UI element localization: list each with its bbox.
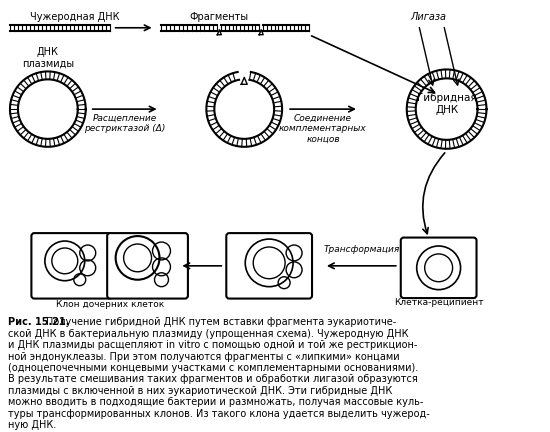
- Text: Клетка-реципиент: Клетка-реципиент: [394, 298, 483, 307]
- FancyBboxPatch shape: [107, 233, 188, 299]
- Text: плазмиды с включенной в них эукариотической ДНК. Эти гибридные ДНК: плазмиды с включенной в них эукариотичес…: [8, 386, 392, 396]
- Text: ской ДНК в бактериальную плазмиду (упрощенная схема). Чужеродную ДНК: ской ДНК в бактериальную плазмиду (упрощ…: [8, 329, 409, 339]
- Text: ной эндонуклеазы. При этом получаются фрагменты с «липкими» концами: ной эндонуклеазы. При этом получаются фр…: [8, 352, 400, 362]
- Text: Трансформация: Трансформация: [324, 245, 400, 254]
- Text: (одноцепочечными концевыми участками с комплементарными основаниями).: (одноцепочечными концевыми участками с к…: [8, 363, 418, 373]
- FancyBboxPatch shape: [31, 233, 112, 299]
- FancyBboxPatch shape: [226, 233, 312, 299]
- Text: ную ДНК.: ную ДНК.: [8, 420, 56, 430]
- Text: Гибридная
ДНК: Гибридная ДНК: [417, 93, 476, 115]
- Text: Рис. 15.21.: Рис. 15.21.: [8, 318, 69, 327]
- Text: туры трансформированных клонов. Из такого клона удается выделить чужерод-: туры трансформированных клонов. Из таког…: [8, 409, 430, 419]
- Text: Соединение
комплементарных
концов: Соединение комплементарных концов: [279, 114, 367, 144]
- Text: Фрагменты: Фрагменты: [190, 12, 249, 22]
- Text: Чужеродная ДНК: Чужеродная ДНК: [30, 12, 119, 22]
- Text: Клон дочерних клеток: Клон дочерних клеток: [56, 299, 164, 308]
- Text: можно вводить в подходящие бактерии и размножать, получая массовые куль-: можно вводить в подходящие бактерии и ра…: [8, 397, 424, 407]
- Text: В результате смешивания таких фрагментов и обработки лигазой образуются: В результате смешивания таких фрагментов…: [8, 375, 418, 384]
- Text: Расщепление
рестриктазой (Δ): Расщепление рестриктазой (Δ): [84, 114, 166, 133]
- Text: Получение гибридной ДНК путем вставки фрагмента эукариотиче-: Получение гибридной ДНК путем вставки фр…: [46, 318, 396, 327]
- Text: и ДНК плазмиды расщепляют in vitro с помощью одной и той же рестрикцион-: и ДНК плазмиды расщепляют in vitro с пом…: [8, 340, 417, 350]
- FancyBboxPatch shape: [401, 238, 476, 298]
- Text: ДНК
плазмиды: ДНК плазмиды: [22, 47, 74, 68]
- Text: Лигаза: Лигаза: [411, 12, 447, 22]
